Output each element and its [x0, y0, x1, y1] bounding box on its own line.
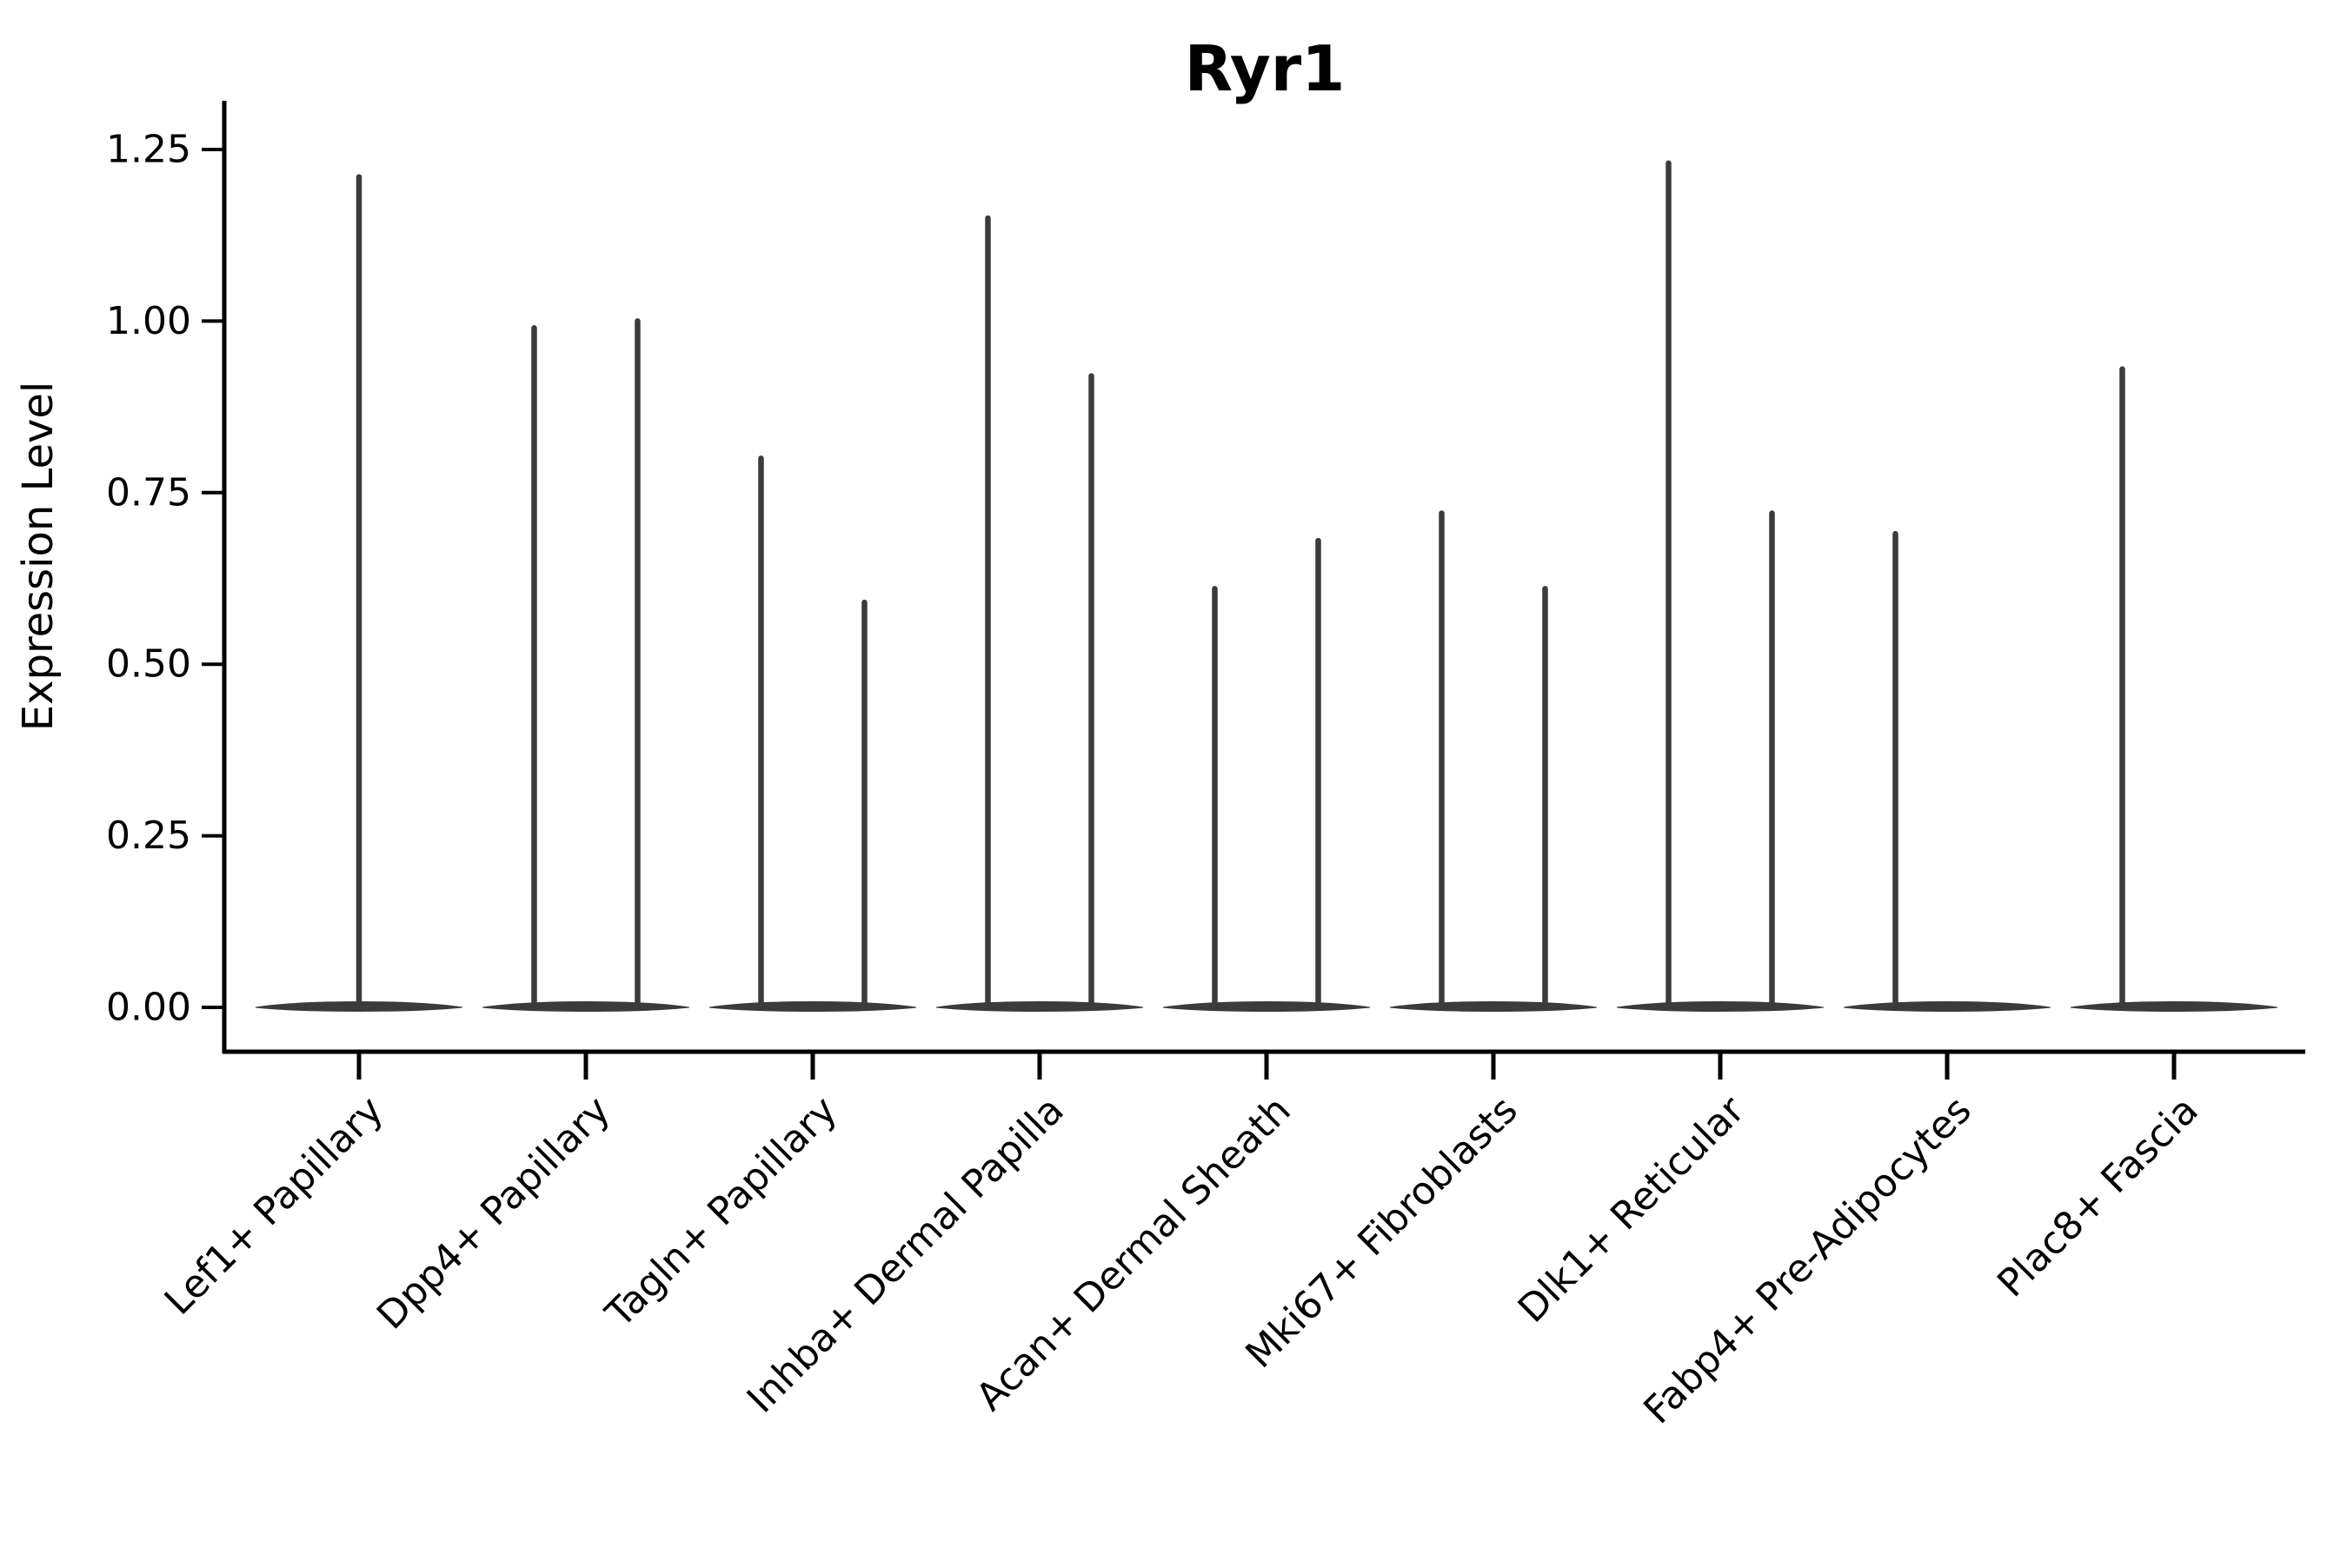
x-tick-label: Plac8+ Fascia: [1989, 1088, 2207, 1306]
violin-body: [1389, 1000, 1598, 1013]
y-tick-label: 0.25: [106, 814, 191, 858]
chart-title: Ryr1: [1185, 32, 1346, 105]
x-tick-label: Dpp4+ Papillary: [369, 1088, 619, 1339]
violin-body: [708, 1000, 917, 1013]
y-tick-label: 0.00: [106, 986, 191, 1030]
x-tick-label: Tagln+ Papillary: [597, 1088, 846, 1337]
violin-body: [1616, 1000, 1825, 1013]
violin-body: [2070, 1000, 2278, 1013]
y-tick-label: 0.75: [106, 470, 191, 515]
violin-body: [935, 1000, 1144, 1013]
y-axis-label: Expression Level: [14, 382, 63, 732]
x-tick-label: Lef1+ Papillary: [156, 1088, 392, 1324]
violin-body: [482, 1000, 690, 1013]
x-tick-label: Dlk1+ Reticular: [1510, 1087, 1754, 1332]
y-axis: 0.00 0.25 0.50 0.75 1.00 1.25: [106, 101, 227, 1053]
y-tick-label: 1.25: [106, 128, 191, 172]
violin-body: [1843, 1000, 2051, 1013]
y-tick-label: 0.50: [106, 642, 191, 687]
violin-body: [1162, 1000, 1371, 1013]
y-tick-label: 1.00: [106, 299, 191, 343]
violins-group: [255, 160, 2278, 1013]
